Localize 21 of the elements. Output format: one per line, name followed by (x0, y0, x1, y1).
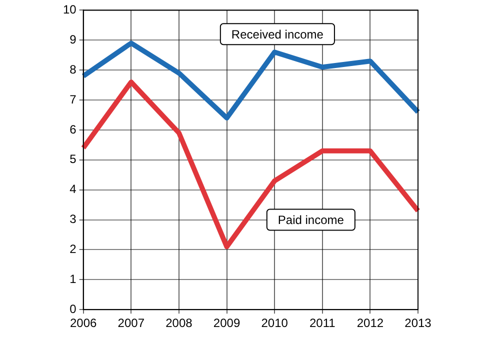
x-tick-label: 2009 (213, 316, 240, 330)
x-tick-label: 2010 (261, 316, 288, 330)
y-tick-label: 7 (70, 92, 77, 106)
series-label: Received income (231, 27, 324, 42)
y-tick-label: 10 (62, 2, 77, 17)
y-tick-label: 2 (70, 242, 77, 256)
y-tick-label: 8 (70, 62, 77, 76)
y-tick-label: 0 (70, 302, 77, 316)
x-tick-label: 2013 (404, 316, 432, 330)
x-tick-label: 2012 (356, 316, 384, 330)
x-tick-label: 2008 (166, 316, 193, 330)
x-tick-label: 2006 (70, 316, 98, 330)
x-tick-label: 2011 (309, 316, 336, 330)
y-tick-label: 6 (70, 122, 77, 136)
y-tick-label: 4 (70, 182, 77, 196)
series-label: Paid income (278, 213, 344, 228)
x-tick-label: 2007 (118, 316, 145, 330)
y-tick-label: 1 (70, 272, 77, 286)
y-tick-label: 5 (70, 152, 77, 166)
y-tick-label: 9 (70, 32, 77, 46)
y-tick-label: 3 (70, 212, 77, 226)
